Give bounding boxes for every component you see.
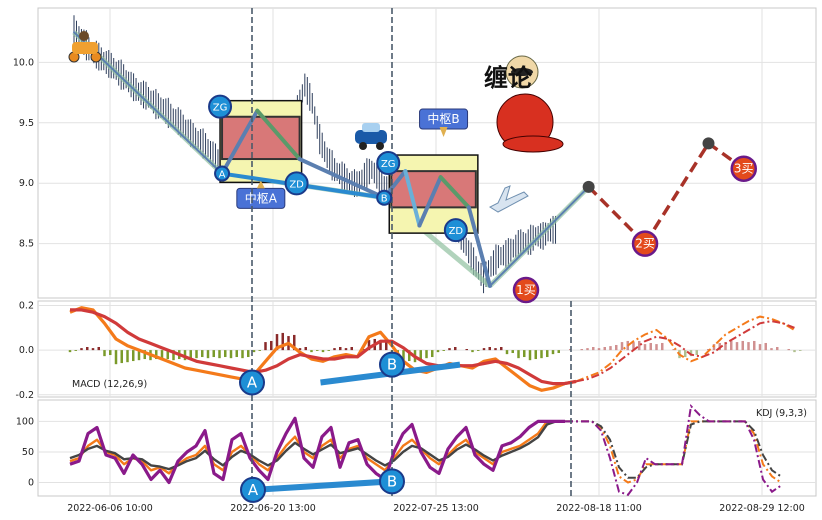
point-a [214,165,231,182]
macd-point-b [379,351,405,378]
buy-signal [730,155,757,182]
scooter-body-icon [72,42,98,54]
bi-stroke [255,108,302,162]
macd-title: MACD (12,26,9) [72,379,147,390]
car-icon [355,130,387,144]
zd-node-label: ZD [449,226,464,237]
kdj-point-a [240,476,266,503]
forecast-node [582,180,595,193]
macd-dif-line-forecast [575,315,796,383]
car-wheel-icon [359,142,367,150]
y-tick-label: 0 [28,478,34,489]
point-b [376,189,393,206]
y-tick-label: 8.5 [19,239,34,250]
zd-node [284,171,309,196]
point-a-label: A [219,170,226,181]
markers: A B ZG ZD ZG ZD A B A B 1买 2买 3买 [208,94,757,503]
mascot-base-icon [502,135,564,153]
macd-dea-line [70,308,577,386]
zhongshu-arrow [256,180,265,189]
y-tick-label: 0.0 [19,345,34,356]
buy-signal-label: 1买 [516,283,536,297]
y-tick-label: 0.2 [19,300,34,311]
macd-histogram [68,332,802,365]
kdj-point-a-label: A [248,481,259,499]
decorations [68,31,564,213]
airplane-icon [488,185,529,213]
bi-stroke [438,175,471,210]
kdj-j-line [69,416,565,485]
x-tick-label: 2022-08-29 12:00 [719,503,805,514]
forecast-node [702,137,715,150]
zd-node [443,218,468,243]
buy-signal-label: 3买 [734,162,754,176]
kdj-point-b [379,468,405,495]
macd-dif-line [69,306,577,392]
buy-signal-label: 2买 [635,237,655,251]
kdj-point-b-label: B [387,472,397,490]
y-tick-label: 9.5 [19,118,34,129]
car-window-icon [362,123,380,132]
panel-frame-price [37,7,817,299]
zg-node [376,151,401,176]
bi-stroke [466,205,492,288]
kdj-title: KDJ (9,3,3) [756,408,807,419]
zd-node-label: ZD [289,179,304,190]
rider-icon [79,31,89,41]
macd-dea-line-forecast [575,320,795,383]
zg-node-label: ZG [381,159,396,170]
car-wheel-icon [376,142,384,150]
kdj-ab-connector [252,478,393,493]
x-tick-label: 2022-08-18 11:00 [556,503,642,514]
zhongshu-label: 中枢A [245,190,278,205]
y-tick-label: -0.2 [15,390,34,401]
chanlun-logo-text: 缠论 [484,64,533,92]
zhongshu-label: 中枢B [427,111,459,126]
zg-node-label: ZG [213,103,228,114]
x-tick-label: 2022-07-25 13:00 [393,503,479,514]
point-b-label: B [381,194,388,205]
macd-point-b-label: B [387,356,397,374]
vertical-guides [251,8,572,496]
y-tick-label: 100 [16,416,34,427]
macd-point-a-label: A [247,373,258,391]
bi-stroke [417,175,443,228]
zg-node [208,94,233,119]
buy-signal [512,276,540,304]
bi-stroke [297,157,387,200]
bi-stroke [403,169,422,228]
bi-stroke [488,185,590,287]
indicator-lines [69,306,796,496]
axes-layer: 10.0 9.5 9.0 8.5 0.2 0.0 -0.2 100 50 0 2022-06-06 … [13,57,805,514]
y-tick-label: 10.0 [13,57,34,68]
buy-signal [631,230,659,257]
zhongshu-arrow [439,127,448,138]
mascot-sunglasses-icon [511,68,533,76]
y-tick-label: 50 [22,447,34,458]
forecast-segment [587,185,647,245]
forecast-segment [643,142,710,245]
y-tick-label: 9.0 [19,178,34,189]
x-tick-label: 2022-06-06 10:00 [67,503,153,514]
kdj-j-line-forecast [565,403,782,496]
macd-point-a [239,369,265,396]
panel-frame-macd [37,300,817,398]
x-tick-label: 2022-06-20 13:00 [230,503,316,514]
grid-layer [37,7,817,497]
